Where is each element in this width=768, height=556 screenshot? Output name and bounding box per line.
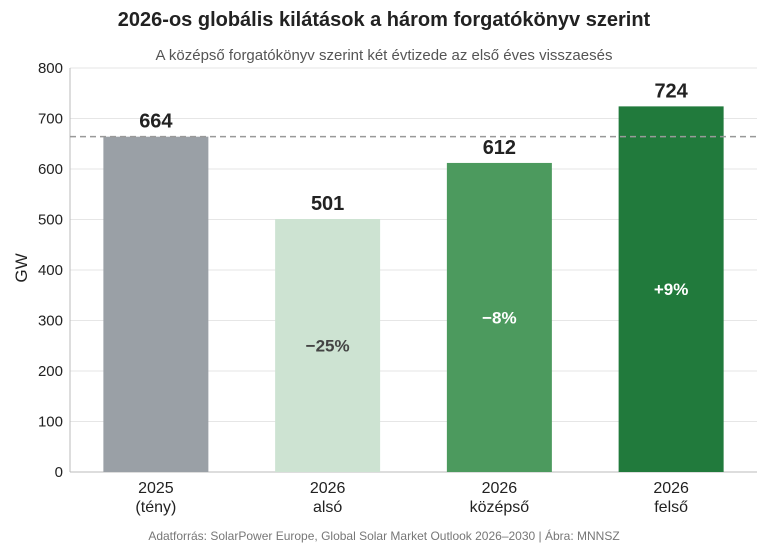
bar bbox=[446, 162, 552, 472]
change-label: +9% bbox=[654, 280, 689, 299]
y-tick-label: 700 bbox=[38, 111, 63, 128]
y-tick-label: 600 bbox=[38, 161, 63, 178]
chart-title: 2026-os globális kilátások a három forga… bbox=[117, 9, 651, 31]
bars bbox=[103, 106, 724, 472]
x-tick-label: felső bbox=[654, 499, 688, 516]
x-tick-year: 2026 bbox=[482, 480, 518, 497]
value-label: 612 bbox=[483, 137, 516, 159]
change-label: −8% bbox=[482, 308, 517, 327]
y-tick-label: 0 bbox=[55, 464, 63, 481]
x-tick-label: középső bbox=[470, 499, 530, 516]
y-tick-label: 500 bbox=[38, 212, 63, 229]
y-tick-label: 400 bbox=[38, 262, 63, 279]
chart-subtitle: A középső forgatókönyv szerint két évtiz… bbox=[155, 47, 613, 64]
value-label: 664 bbox=[139, 111, 173, 133]
value-label: 501 bbox=[311, 193, 344, 215]
x-tick-year: 2026 bbox=[310, 480, 346, 497]
change-label: −25% bbox=[306, 336, 350, 355]
x-tick-year: 2026 bbox=[653, 480, 689, 497]
y-tick-label: 800 bbox=[38, 60, 63, 77]
y-axis-ticks: 0 100 200 300 400 500 600 700 800 bbox=[38, 60, 63, 481]
x-tick-label: alsó bbox=[313, 499, 342, 516]
x-tick-year: 2025 bbox=[138, 480, 174, 497]
bar bbox=[103, 136, 209, 472]
x-axis-ticks: 2025 (tény) 2026 alsó 2026 középső 2026 felső bbox=[135, 480, 689, 516]
x-tick-label: (tény) bbox=[135, 499, 176, 516]
source-note: Adatforrás: SolarPower Europe, Global So… bbox=[148, 529, 620, 543]
bar bbox=[275, 218, 381, 472]
y-tick-label: 100 bbox=[38, 414, 63, 431]
y-tick-label: 200 bbox=[38, 363, 63, 380]
y-tick-label: 300 bbox=[38, 313, 63, 330]
value-labels: 664 501 −25% 612 −8% 724 +9% bbox=[139, 80, 688, 355]
value-label: 724 bbox=[654, 80, 688, 102]
bar bbox=[618, 106, 724, 472]
